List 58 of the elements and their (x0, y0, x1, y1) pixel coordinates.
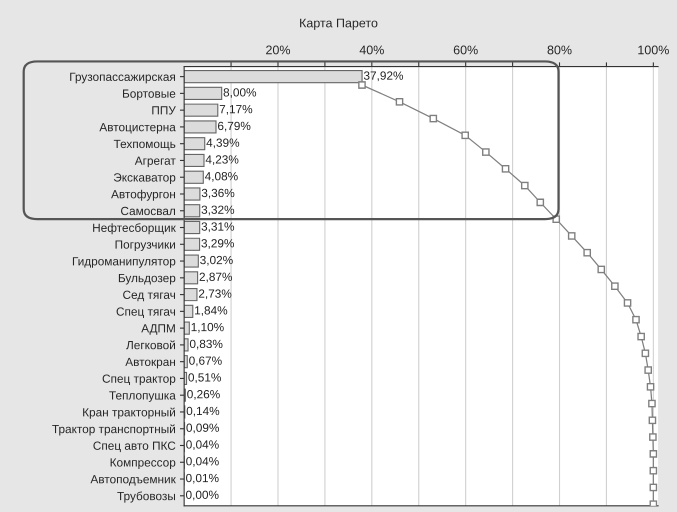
x-tick-label: 20% (266, 46, 290, 54)
data-label: 0,09% (186, 424, 220, 434)
data-label: 7,17% (220, 105, 252, 115)
x-tick-label: 100% (638, 46, 669, 54)
y-tick-label: Автофургон (111, 190, 175, 201)
y-tick-label: Спец авто ПКС (93, 442, 176, 452)
data-label: 3,02% (200, 256, 233, 266)
y-tick-label: Легковой (126, 340, 175, 350)
data-label: 0,83% (190, 340, 222, 350)
y-tick-label: Сед тягач (123, 290, 175, 302)
y-tick-label: Автоподъемник (90, 475, 176, 486)
y-tick-label: Гидроманипулятор (72, 257, 176, 268)
y-tick-label: АДПМ (141, 324, 175, 335)
y-tick-label: Спец тягач (116, 307, 175, 318)
data-label: 3,36% (202, 188, 234, 199)
data-label: 3,31% (202, 222, 234, 232)
y-tick-label: ППУ (152, 106, 176, 115)
data-label: 3,32% (202, 206, 234, 216)
data-label: 8,00% (224, 88, 256, 98)
data-label: 4,08% (204, 172, 238, 182)
data-label: 2,87% (200, 272, 232, 282)
data-label: 0,04% (186, 440, 219, 450)
data-label: 0,14% (186, 406, 220, 417)
y-tick-label: Теплопушка (109, 391, 176, 402)
y-tick-label: Грузопассажирская (70, 72, 175, 84)
data-label: 6,79% (218, 122, 250, 132)
data-label: 0,04% (186, 457, 219, 467)
data-label: 1,10% (192, 322, 224, 333)
y-tick-label: Автокран (125, 358, 175, 368)
y-tick-label: Нефтесборщик (93, 223, 176, 234)
data-label: 4,39% (206, 138, 240, 148)
chart-title: Карта Парето (300, 18, 378, 30)
x-tick-label: 60% (454, 46, 478, 54)
y-tick-label: Техпомощь (114, 140, 176, 150)
y-tick-label: Самосвал (121, 206, 175, 216)
data-label: 2,73% (198, 289, 232, 300)
data-label: 3,29% (201, 239, 234, 249)
y-tick-label: Автоцистерна (99, 123, 176, 134)
x-tick-label: 80% (548, 46, 572, 54)
data-label: 37,92% (364, 71, 404, 82)
data-label: 0,01% (186, 474, 219, 484)
y-tick-label: Трубовозы (117, 491, 175, 503)
y-tick-label: Компрессор (110, 458, 176, 469)
y-tick-label: Бульдозер (118, 274, 176, 285)
y-tick-label: Погрузчики (116, 240, 175, 252)
y-tick-label: Трактор транспортный (52, 424, 175, 436)
y-tick-label: Экскаватор (114, 173, 176, 184)
data-label: 4,23% (206, 155, 238, 166)
y-tick-label: Агрегат (134, 156, 176, 168)
data-label: 0,67% (189, 356, 222, 366)
x-tick-label: 40% (360, 46, 384, 54)
data-label: 1,84% (195, 306, 228, 316)
y-tick-label: Бортовые (123, 90, 176, 100)
data-label: 0,00% (186, 490, 219, 500)
data-label: 0,26% (187, 390, 220, 400)
y-tick-label: Кран тракторный (83, 408, 175, 419)
data-label: 0,51% (188, 373, 221, 383)
y-tick-label: Спец трактор (102, 374, 176, 386)
